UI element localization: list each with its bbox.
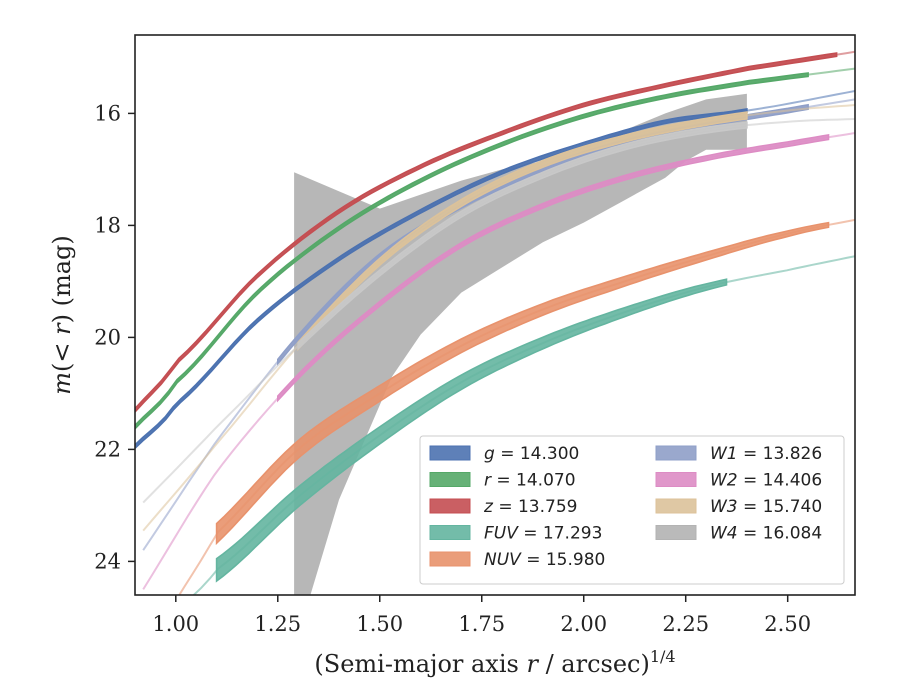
series-w4 xyxy=(142,118,855,504)
series-nuv-measured xyxy=(215,221,830,546)
y-tick-label: 16 xyxy=(94,101,121,125)
x-tick-label: 1.00 xyxy=(152,612,199,636)
legend-item-w3: W3 = 15.740 xyxy=(655,497,822,517)
legend-item-z: z = 13.759 xyxy=(429,497,577,517)
legend-swatch xyxy=(429,472,471,487)
legend-label: g = 14.300 xyxy=(484,444,579,464)
y-tick-label: 24 xyxy=(94,549,121,573)
legend-label: NUV = 15.980 xyxy=(484,550,605,570)
legend-label: W4 = 16.084 xyxy=(710,524,822,544)
legend-box xyxy=(419,435,845,585)
series-w4-measured xyxy=(297,121,748,351)
y-tick-label: 18 xyxy=(94,213,121,237)
x-axis-label: (Semi-major axis r / arcsec)1/4 xyxy=(314,647,675,678)
y-axis: 16 18 20 22 24 xyxy=(94,101,135,573)
x-tick-label: 2.00 xyxy=(560,612,607,636)
legend-swatch xyxy=(429,498,471,514)
series-nuv xyxy=(178,218,855,595)
legend-label: W1 = 13.826 xyxy=(710,444,822,464)
x-tick-label: 1.75 xyxy=(458,612,505,636)
series-fuv xyxy=(192,255,855,595)
plot-frame xyxy=(134,34,856,596)
x-tick-label: 1.50 xyxy=(356,612,403,636)
series-r-measured xyxy=(135,72,809,430)
legend-item-w1: W1 = 13.826 xyxy=(655,444,822,464)
series-w3 xyxy=(142,104,855,532)
x-tick-label: 2.25 xyxy=(662,612,709,636)
plot-area xyxy=(135,50,855,595)
legend-swatch xyxy=(655,472,697,487)
legend-swatch xyxy=(655,445,697,461)
legend-swatch xyxy=(429,445,471,461)
x-tick-label: 1.25 xyxy=(254,612,301,636)
series-z xyxy=(135,50,855,414)
series-r xyxy=(135,67,855,430)
series-w2-measured xyxy=(277,134,830,403)
series-w3-measured xyxy=(297,111,748,352)
legend-label: z = 13.759 xyxy=(483,497,577,517)
legend-label: FUV = 17.293 xyxy=(484,524,602,544)
legend-swatch xyxy=(655,525,697,540)
legend-item-w2: W2 = 14.406 xyxy=(655,471,822,491)
legend-label: W3 = 15.740 xyxy=(710,497,822,517)
y-tick-label: 20 xyxy=(94,325,121,349)
legend: g = 14.300 r = 14.070 z = 13.759 FUV = 17.2… xyxy=(419,435,845,585)
legend-item-w4: W4 = 16.084 xyxy=(655,524,822,544)
x-axis: 1.00 1.25 1.50 1.75 2.00 2.25 2.50 xyxy=(152,595,811,636)
legend-item-g: g = 14.300 xyxy=(429,444,579,464)
legend-label: r = 14.070 xyxy=(484,471,576,491)
y-tick-label: 22 xyxy=(94,437,121,461)
y-axis-label: m(< r) (mag) xyxy=(48,235,76,395)
legend-swatch xyxy=(429,525,471,540)
legend-item-nuv: NUV = 15.980 xyxy=(429,550,605,570)
legend-item-r: r = 14.070 xyxy=(429,471,576,491)
legend-swatch xyxy=(429,551,471,567)
legend-item-fuv: FUV = 17.293 xyxy=(429,524,602,544)
series-w2 xyxy=(142,132,855,590)
legend-swatch xyxy=(655,498,697,514)
series-z-measured xyxy=(135,52,838,414)
series-fuv-measured xyxy=(215,278,728,583)
x-tick-label: 2.50 xyxy=(764,612,811,636)
legend-label: W2 = 14.406 xyxy=(710,471,822,491)
